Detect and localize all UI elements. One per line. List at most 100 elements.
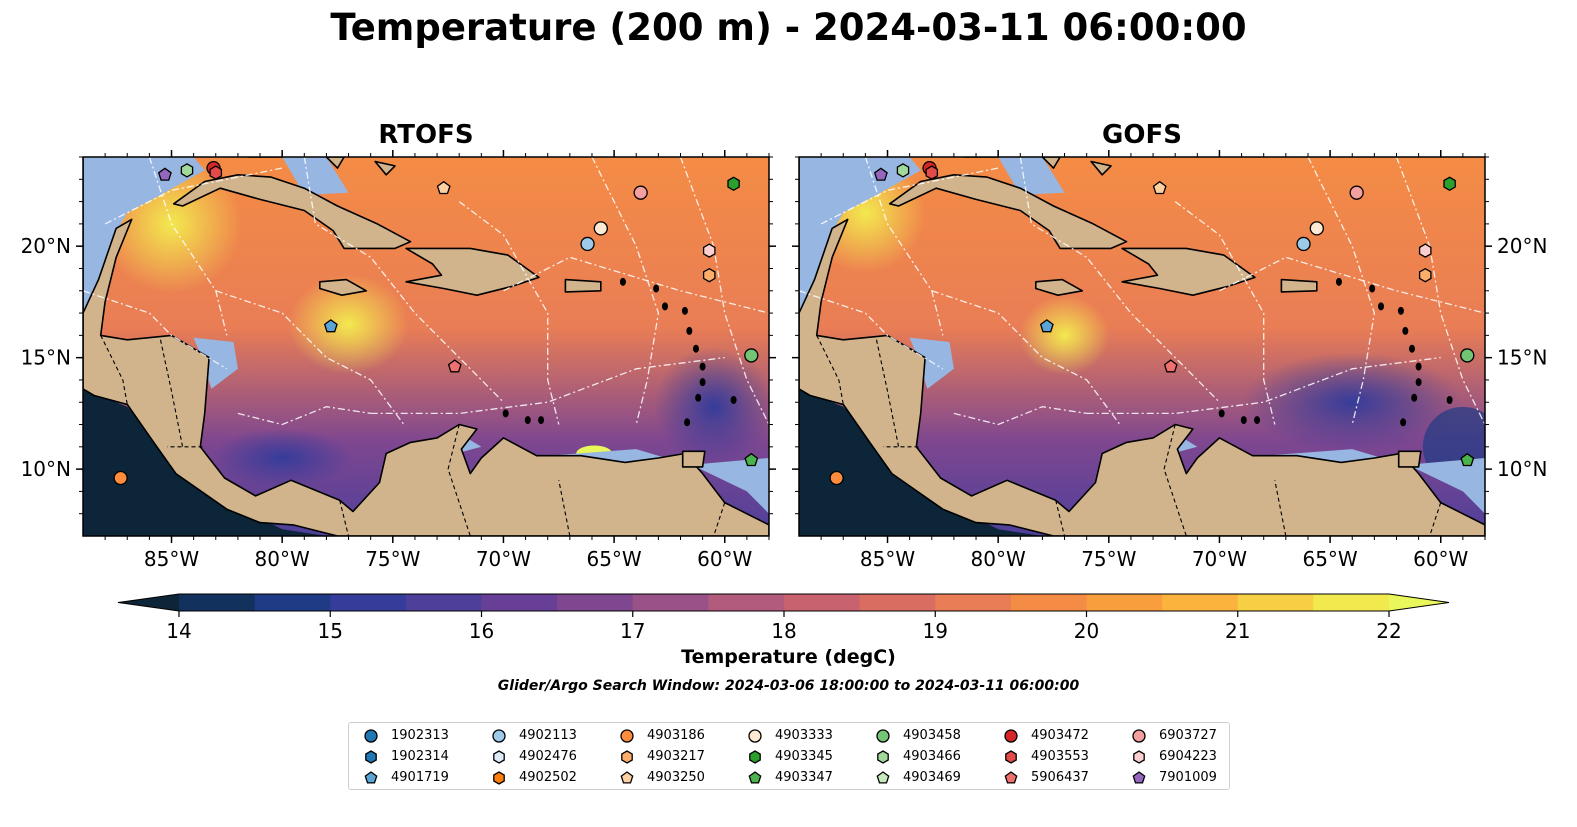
legend-marker-shape [1133,750,1145,764]
legend-label: 4903469 [903,770,961,785]
country-border [1429,502,1442,536]
map-frame [82,156,770,537]
country-border [816,335,844,405]
country-border [1055,500,1066,536]
float-marker-4903553 [209,165,223,180]
float-marker-4903347 [744,452,759,467]
legend-marker-shape [364,729,378,743]
colorbar-extend-low [118,594,179,611]
land [1121,247,1256,297]
country-border [1274,480,1287,536]
island [1408,344,1415,353]
y-tick-label: 10°N [21,457,71,481]
land [172,174,412,250]
island [1397,306,1404,315]
float-marker-5906437 [1163,359,1178,373]
colorbar-tick-label: 21 [1225,619,1250,643]
eez-boundary [503,256,769,314]
y-tick-label: 10°N [1497,457,1547,481]
legend-label: 6904223 [1159,749,1217,764]
figure-title: Temperature (200 m) - 2024-03-11 06:00:0… [330,6,1247,49]
legend-marker [621,750,633,764]
island [695,393,702,402]
float-marker-4902113 [1296,236,1311,252]
legend-label: 4902502 [519,770,577,785]
land [1090,160,1112,176]
island [653,284,660,293]
colorbar-bin [784,594,861,611]
y-tick-label: 20°N [21,234,71,258]
colorbar-bin [632,594,709,611]
land [325,157,345,169]
legend-marker [1133,750,1145,764]
legend-marker [749,750,761,764]
colorbar: 14 15 16 17 18 19 20 21 22 [117,593,1450,643]
legend-marker [748,771,762,784]
shelf-area [691,458,769,514]
legend-marker [364,771,378,784]
country-border [875,339,900,447]
x-tick-label: 65°W [1302,547,1357,571]
legend-label: 4903466 [903,749,961,764]
land [888,174,1128,250]
eez-boundary [1174,201,1276,425]
eez-boundary [303,157,504,403]
float-marker-7901009 [157,167,172,181]
eez-boundary [1307,157,1376,425]
legend-label: 7901009 [1159,770,1217,785]
island [1377,302,1384,311]
eez-boundary [799,290,944,370]
legend-label: 4903186 [647,728,705,743]
legend-marker-shape [493,750,505,764]
colorbar-bin [1237,594,1314,611]
shelf-area [998,157,1065,195]
legend-label: 6903727 [1159,728,1217,743]
eez-boundary [1019,157,1220,403]
shelf-area [193,337,238,389]
float-marker-4903333 [593,221,608,236]
island [1335,277,1342,286]
island [1446,396,1453,405]
float-marker-4903250 [436,180,451,195]
legend-marker-shape [364,771,378,784]
eez-boundary [148,157,228,336]
cool-anomaly [653,346,769,467]
legend-label: 4903553 [1031,749,1089,764]
legend-marker-shape [1004,729,1018,743]
colorbar-bin [1086,594,1163,611]
float-marker-4903345 [1443,176,1456,192]
x-tick-label: 85°W [144,547,199,571]
legend-marker-shape [1132,771,1146,784]
y-tick-label: 20°N [1497,234,1547,258]
colorbar-label: Temperature (degC) [681,646,896,668]
colorbar-tick-label: 18 [771,619,796,643]
colorbar-tick-label: 22 [1376,619,1401,643]
float-marker-4903553 [925,165,939,180]
land [1035,278,1084,297]
eez-boundary [1395,157,1485,425]
legend-marker [877,750,889,764]
float-marker-4903347 [1460,452,1475,467]
colorbar-tick-label: 17 [620,619,645,643]
land [318,278,368,297]
legend-marker [1132,729,1146,743]
country-border [558,480,571,536]
colorbar-bin [935,594,1012,611]
legend-label: 4903458 [903,728,961,743]
island [730,396,737,405]
colorbar-bin [405,594,482,611]
eez-boundary [931,290,1121,425]
x-tick-label: 75°W [365,547,420,571]
legend-marker-shape [876,729,890,743]
island [1411,393,1418,402]
float-marker-4903345 [727,176,740,192]
colorbar-tick-label: 14 [166,619,191,643]
island [502,409,509,418]
country-border [100,335,128,405]
legend-label: 1902314 [391,749,449,764]
legend-marker [620,729,634,743]
country-border [159,339,184,447]
legend-marker-shape [493,771,505,785]
legend-marker-shape [748,729,762,743]
